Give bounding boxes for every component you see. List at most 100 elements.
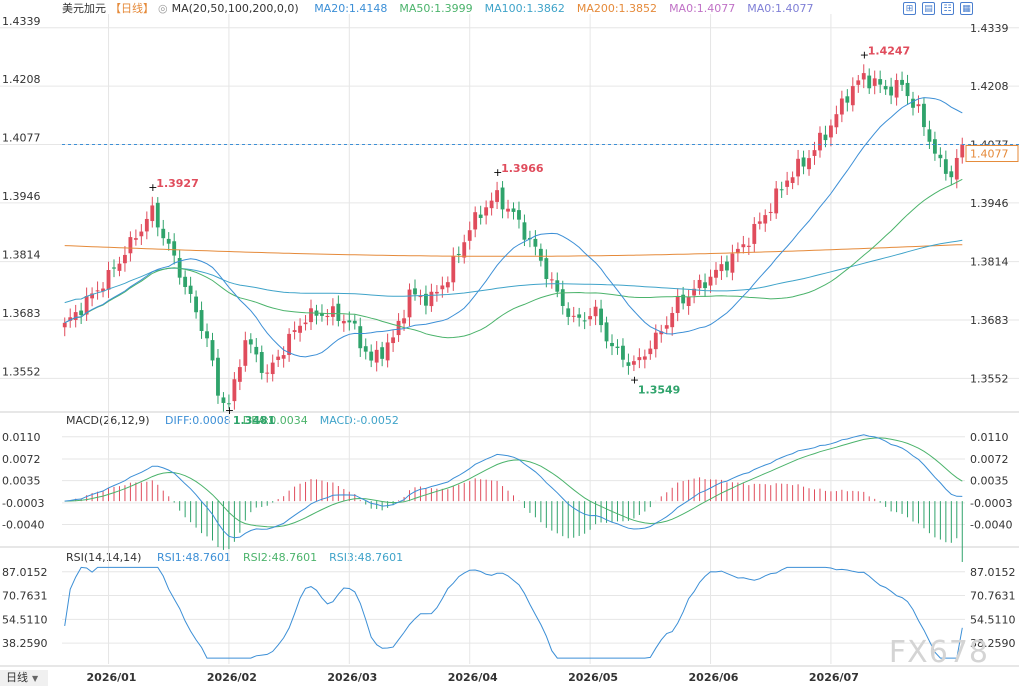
candle-body bbox=[861, 73, 866, 80]
price-tick-right: 1.3552 bbox=[970, 372, 1009, 385]
candle-body bbox=[62, 322, 67, 328]
indicator-value: MA200:1.3852 bbox=[576, 2, 658, 15]
candle-body bbox=[259, 352, 264, 373]
candle-body bbox=[413, 288, 417, 295]
x-tick-label: 2026/01 bbox=[87, 671, 137, 684]
candle-body bbox=[276, 356, 281, 360]
candle-body bbox=[790, 177, 795, 184]
rsi-tick-right: 54.5110 bbox=[970, 613, 1016, 626]
candle-body bbox=[194, 296, 198, 313]
macd-values: DIFF:0.0008 DEA:0.0034 MACD:-0.0052 bbox=[157, 414, 403, 427]
candle-body bbox=[347, 320, 352, 323]
candle-body bbox=[735, 248, 740, 254]
rsi-tick-left: 70.7631 bbox=[2, 590, 48, 603]
macd-tick-left: 0.0035 bbox=[2, 475, 41, 488]
settings-icon[interactable]: ▦ bbox=[960, 2, 973, 15]
grid-icon[interactable]: ⊞ bbox=[903, 2, 916, 15]
period-selector[interactable]: 日线 ▼ bbox=[0, 670, 48, 686]
candle-body bbox=[456, 253, 461, 255]
candle-body bbox=[845, 96, 850, 103]
period-tag[interactable]: 【日线】 bbox=[110, 2, 154, 15]
candle-body bbox=[199, 310, 204, 331]
rsi-tick-right: 70.7631 bbox=[970, 590, 1016, 603]
candle-body bbox=[829, 125, 833, 138]
ma20-line bbox=[64, 97, 963, 358]
candle-body bbox=[133, 238, 138, 240]
period-selector-label: 日线 bbox=[6, 671, 28, 684]
candle-body bbox=[210, 340, 215, 361]
candle-body bbox=[566, 308, 571, 317]
candle-body bbox=[883, 86, 888, 90]
candle-body bbox=[341, 321, 346, 324]
candle-body bbox=[900, 79, 904, 85]
last-price-label: 1.4077 bbox=[970, 148, 1009, 161]
table-icon[interactable]: ☷ bbox=[941, 2, 954, 15]
candle-body bbox=[708, 276, 713, 286]
candle-body bbox=[358, 326, 363, 349]
grid-lines: 1.4339 1.4339 1.4208 1.4208 1.4077 1.4077 1.39… bbox=[0, 14, 1019, 667]
candle-body bbox=[768, 211, 773, 213]
candle-body bbox=[675, 296, 680, 314]
macd-tick-left: 0.0110 bbox=[2, 431, 41, 444]
chevron-down-icon: ▼ bbox=[32, 674, 39, 683]
candle-body bbox=[407, 289, 412, 318]
ma100-line bbox=[64, 239, 963, 304]
candle-body bbox=[626, 362, 631, 366]
candle-body bbox=[84, 296, 89, 315]
candle-body bbox=[166, 238, 171, 244]
x-tick-label: 2026/07 bbox=[809, 671, 859, 684]
price-tick-left: 1.4077 bbox=[2, 132, 41, 145]
candle-body bbox=[221, 397, 226, 403]
macd-tick-right: -0.0040 bbox=[970, 519, 1012, 532]
candle-body bbox=[867, 75, 872, 89]
indicator-value: MA50:1.3999 bbox=[399, 2, 473, 15]
candle-body bbox=[292, 330, 297, 333]
diff-line bbox=[64, 434, 963, 539]
rsi-panel-header: RSI(14,14,14) RSI1:48.7601 RSI2:48.7601 RS… bbox=[66, 551, 411, 565]
price-tick-right: 1.4208 bbox=[970, 80, 1009, 93]
candle-body bbox=[818, 132, 822, 151]
ma-label: MA(20,50,100,200,0,0) bbox=[171, 2, 299, 15]
candle-body bbox=[155, 202, 160, 228]
candle-body bbox=[101, 288, 105, 292]
candle-body bbox=[177, 258, 182, 278]
candle-body bbox=[95, 290, 100, 292]
candle-body bbox=[402, 318, 406, 324]
price-tick-left: 1.3683 bbox=[2, 307, 41, 320]
candle-body bbox=[785, 180, 790, 187]
candle-body bbox=[560, 289, 565, 306]
indicator-value: MA0:1.4077 bbox=[669, 2, 736, 15]
candle-body bbox=[670, 312, 675, 328]
candle-body bbox=[495, 190, 499, 202]
macd-tick-right: 0.0110 bbox=[970, 431, 1009, 444]
candle-body bbox=[599, 308, 603, 326]
candle-body bbox=[604, 322, 609, 342]
candle-body bbox=[68, 317, 73, 321]
candle-body bbox=[648, 348, 653, 355]
candle-body bbox=[719, 264, 724, 272]
candle-body bbox=[270, 362, 275, 375]
annotation-label: 1.4247 bbox=[868, 44, 910, 57]
candle-body bbox=[697, 279, 702, 289]
candle-body bbox=[188, 285, 193, 294]
candle-body bbox=[281, 355, 286, 359]
toolbar: ⊞ ▤ ☷ ▦ bbox=[903, 2, 973, 15]
candle-body bbox=[352, 320, 357, 324]
candle-body bbox=[478, 214, 483, 218]
candle-body bbox=[725, 261, 729, 271]
x-tick-label: 2026/02 bbox=[207, 671, 257, 684]
annotation-marker: + bbox=[225, 404, 234, 417]
layout-icon[interactable]: ▤ bbox=[922, 2, 935, 15]
candle-body bbox=[850, 86, 855, 106]
candle-body bbox=[79, 310, 84, 316]
candle-body bbox=[549, 279, 554, 281]
eye-icon[interactable]: ◎ bbox=[158, 2, 168, 15]
annotation-label: 1.3927 bbox=[156, 177, 198, 190]
candle-body bbox=[746, 245, 751, 247]
candle-body bbox=[309, 308, 313, 323]
candle-body bbox=[385, 342, 390, 361]
candle-body bbox=[243, 340, 248, 366]
indicator-value: DIFF:0.0008 bbox=[165, 414, 231, 427]
annotation-label: 1.3549 bbox=[638, 384, 680, 397]
